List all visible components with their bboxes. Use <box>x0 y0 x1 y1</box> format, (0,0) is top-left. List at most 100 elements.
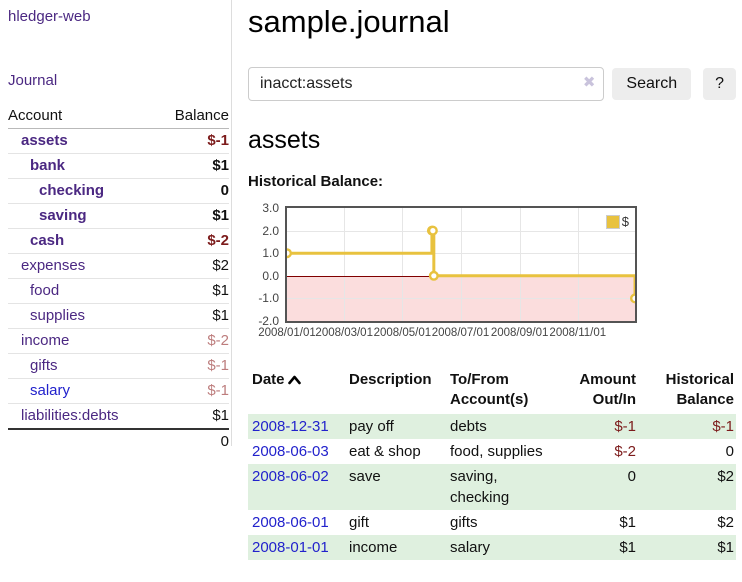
account-balance: $2 <box>156 253 229 279</box>
transaction-date-link[interactable]: 2008-06-03 <box>252 443 329 460</box>
register-table: Date Description To/From Account(s) Amou… <box>248 368 736 560</box>
x-axis-tick-label: 2008/01/01 <box>258 327 316 339</box>
account-link-bank[interactable]: bank <box>30 157 66 174</box>
transaction-amount: $-2 <box>614 443 636 460</box>
app-title-link[interactable]: hledger-web <box>8 8 91 25</box>
register-header-balance: Historical Balance <box>665 371 734 408</box>
y-axis-tick-label: 2.0 <box>262 223 279 238</box>
account-link-assets[interactable]: assets <box>21 132 68 149</box>
account-link-salary[interactable]: salary <box>30 382 71 399</box>
account-link-cash[interactable]: cash <box>30 232 65 249</box>
transaction-balance: $2 <box>717 468 734 485</box>
account-row: cash $-2 <box>8 228 229 254</box>
gridline <box>402 208 404 321</box>
register-header-description: Description <box>349 371 432 388</box>
account-balance: $-2 <box>156 228 229 254</box>
transaction-amount: $1 <box>619 539 636 556</box>
legend-swatch <box>605 214 620 229</box>
chart-label: Historical Balance: <box>248 173 384 190</box>
gridline <box>460 208 462 321</box>
account-balance: 0 <box>156 178 229 204</box>
register-header-date[interactable]: Date <box>248 368 345 414</box>
account-link-food[interactable]: food <box>30 282 60 299</box>
accounts-total-row: 0 <box>8 428 229 454</box>
y-axis-tick-label: -1.0 <box>258 291 279 306</box>
transaction-balance: 0 <box>725 443 734 460</box>
account-link-saving[interactable]: saving <box>39 207 87 224</box>
accounts-header-account: Account <box>8 103 157 129</box>
account-row: expenses $2 <box>8 253 229 279</box>
account-row: gifts $-1 <box>8 353 229 379</box>
chevron-up-icon <box>287 371 301 391</box>
account-row: saving $1 <box>8 203 229 229</box>
y-axis-tick-label: 0.0 <box>262 268 279 283</box>
clear-search-icon[interactable]: ✖ <box>582 74 596 91</box>
account-balance: $-1 <box>156 128 229 154</box>
account-row: supplies $1 <box>8 303 229 329</box>
transaction-description: save <box>349 468 381 485</box>
transaction-description: income <box>349 539 398 556</box>
accounts-header-balance: Balance <box>156 103 229 129</box>
transaction-row: 2008-06-01 gift gifts $1 $2 <box>248 510 736 535</box>
x-axis-tick-label: 2008/03/01 <box>315 327 373 339</box>
transaction-date-link[interactable]: 2008-12-31 <box>252 418 329 435</box>
transaction-row: 2008-01-01 income salary $1 $1 <box>248 535 736 560</box>
account-link-liabilities-debts[interactable]: liabilities:debts <box>21 407 119 424</box>
register-header-accounts: To/From Account(s) <box>450 371 529 408</box>
gridline <box>577 208 579 321</box>
account-link-gifts[interactable]: gifts <box>30 357 58 374</box>
gridline <box>519 208 521 321</box>
account-row: food $1 <box>8 278 229 304</box>
y-axis-tick-label: -2.0 <box>258 314 279 328</box>
page-title: sample.journal <box>248 4 450 39</box>
transaction-description: pay off <box>349 418 394 435</box>
x-axis-tick-label: 2008/05/01 <box>373 327 432 339</box>
sidebar: hledger-web Journal Account Balance asse… <box>0 0 232 454</box>
transaction-accounts: saving, checking <box>450 468 510 506</box>
account-balance: $1 <box>156 303 229 329</box>
search-form: ✖ Search ? <box>248 67 736 101</box>
x-axis-tick-label: 2008/09/01 <box>490 327 549 339</box>
account-link-checking[interactable]: checking <box>39 182 105 199</box>
transaction-amount: 0 <box>627 468 636 485</box>
main-content: sample.journal ✖ Search ? assets Histori… <box>248 0 736 560</box>
transaction-row: 2008-06-02 save saving, checking 0 $2 <box>248 464 736 510</box>
register-header-amount: Amount Out/In <box>579 371 636 408</box>
transaction-accounts: gifts <box>450 514 478 531</box>
account-row: income $-2 <box>8 328 229 354</box>
transaction-row: 2008-06-03 eat & shop food, supplies $-2 0 <box>248 439 736 464</box>
account-row: bank $1 <box>8 153 229 179</box>
account-link-supplies[interactable]: supplies <box>30 307 86 324</box>
chart-legend: $ <box>604 213 630 230</box>
transaction-description: gift <box>349 514 370 531</box>
account-title: assets <box>248 126 321 154</box>
transaction-balance: $1 <box>717 539 734 556</box>
help-button[interactable]: ? <box>703 68 736 100</box>
transaction-date-link[interactable]: 2008-01-01 <box>252 539 329 556</box>
sidebar-item-journal[interactable]: Journal <box>8 72 58 89</box>
transaction-balance: $-1 <box>712 418 734 435</box>
account-row: liabilities:debts $1 <box>8 403 229 430</box>
accounts-total-value: 0 <box>156 428 229 454</box>
account-balance: $1 <box>156 203 229 229</box>
account-link-expenses[interactable]: expenses <box>21 257 86 274</box>
account-link-income[interactable]: income <box>21 332 70 349</box>
accounts-table: Account Balance assets $-1 bank $1 checking 0… <box>8 103 229 454</box>
search-button[interactable]: Search <box>612 68 692 100</box>
y-axis-tick-label: 3.0 <box>262 201 279 215</box>
transaction-accounts: food, supplies <box>450 443 543 460</box>
historical-balance-chart: 3.0 2.0 1.0 0.0 -1.0 -2.0 $2008/01/01 2008/03/0… <box>248 202 736 346</box>
transaction-accounts: debts <box>450 418 487 435</box>
search-input[interactable] <box>248 67 605 101</box>
transaction-date-link[interactable]: 2008-06-02 <box>252 468 329 485</box>
account-row: checking 0 <box>8 178 229 204</box>
legend-label: $ <box>621 214 629 229</box>
transaction-description: eat & shop <box>349 443 421 460</box>
x-axis-tick-label: 2008/07/01 <box>431 327 490 339</box>
gridline <box>344 208 346 321</box>
account-balance: $1 <box>156 403 229 430</box>
account-balance: $1 <box>156 153 229 179</box>
transaction-date-link[interactable]: 2008-06-01 <box>252 514 329 531</box>
account-balance: $-1 <box>156 353 229 379</box>
transaction-accounts: salary <box>450 539 491 556</box>
